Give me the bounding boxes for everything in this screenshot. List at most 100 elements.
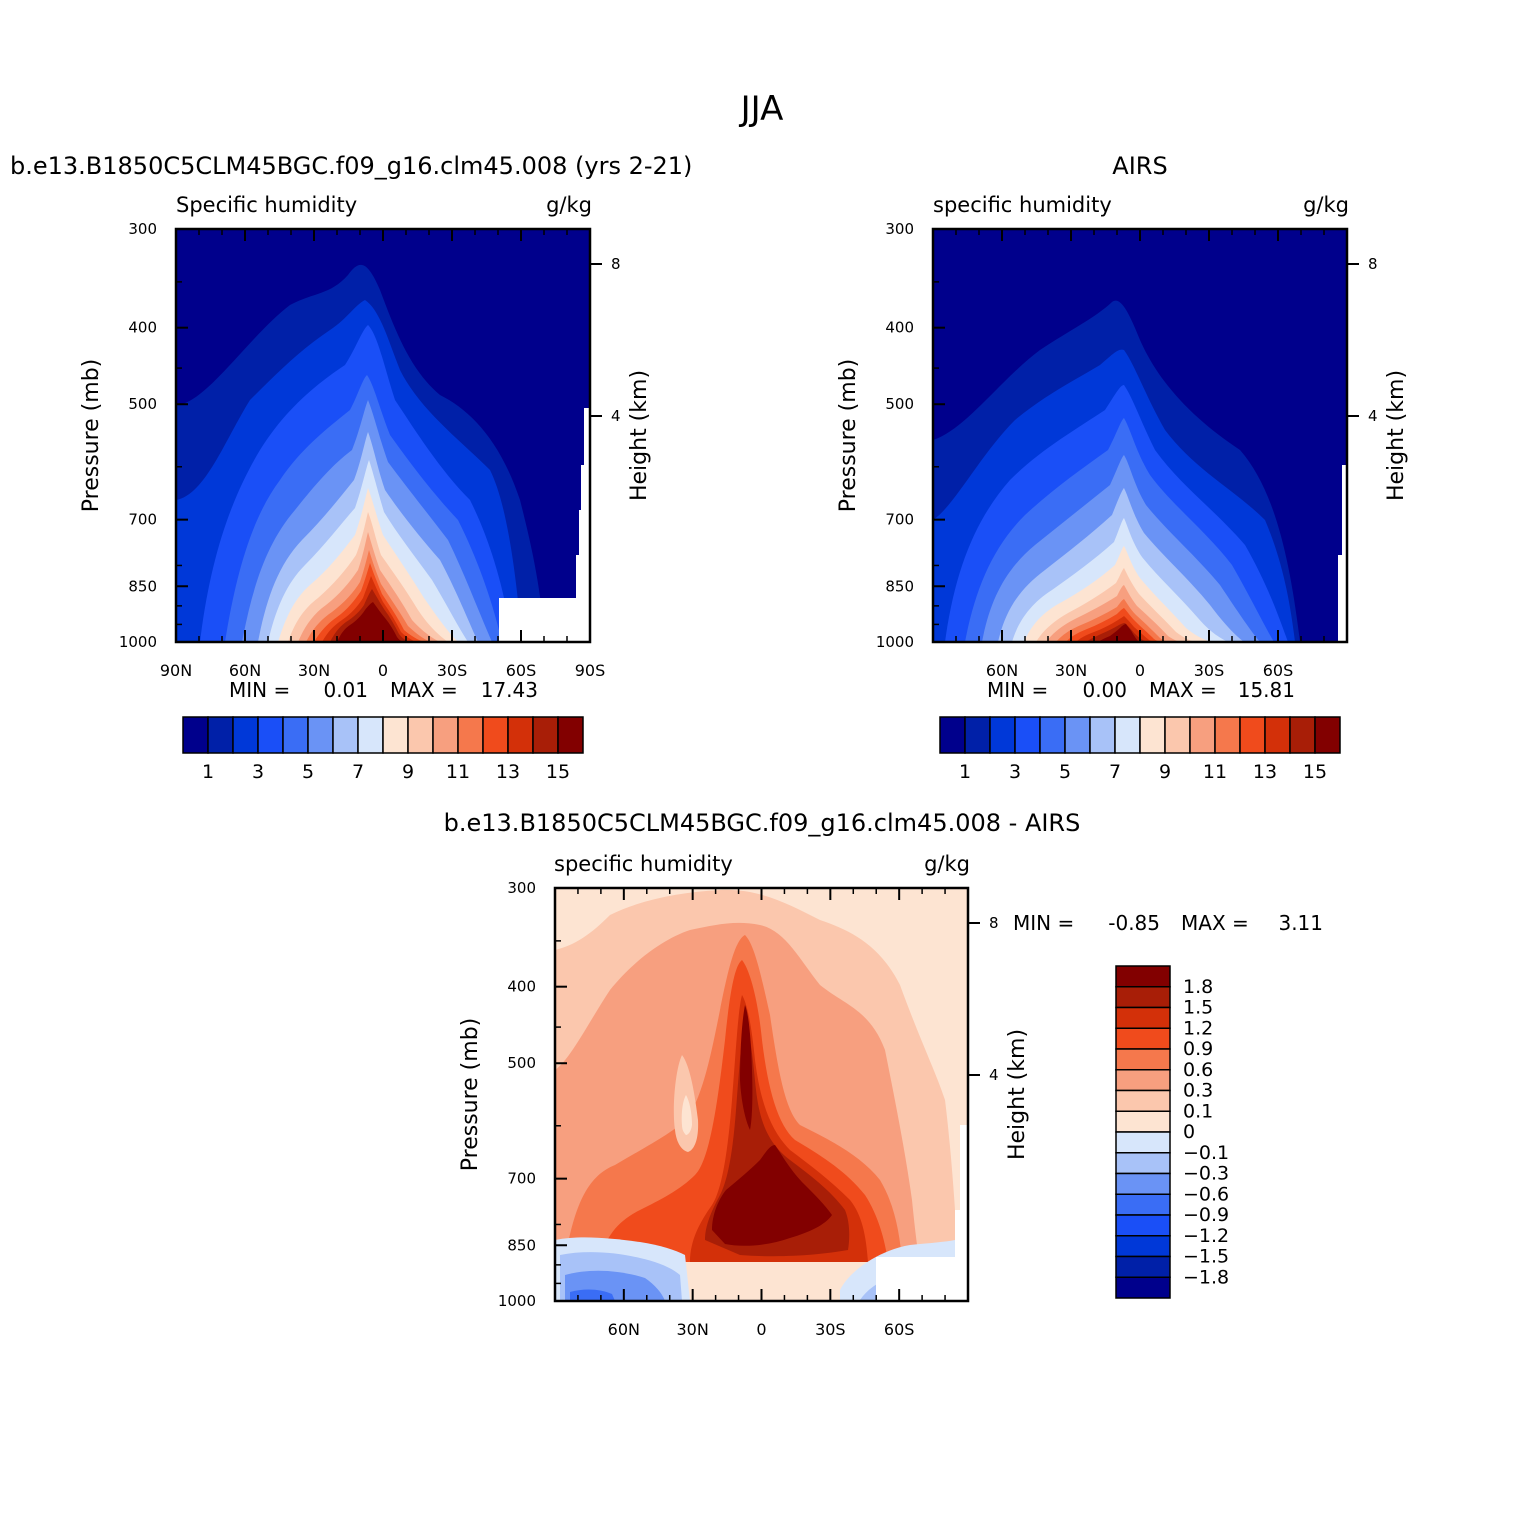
panel-model-contours [176, 229, 590, 642]
panel-model-axes: 300 400 500 700 850 1000 8 4 90N 60N 30N 0 30S 60S 90S… [79, 220, 652, 680]
diff-colorbar-label-7: 0 [1183, 1121, 1195, 1143]
diff-missing-edge [955, 1125, 968, 1300]
x-tick-label-A-2: 30N [298, 661, 330, 680]
y2-tick-label-A-0: 8 [611, 255, 621, 273]
diff-colorbar-box-3 [1115, 1027, 1171, 1050]
diff-colorbar-label-10: −0.6 [1183, 1183, 1229, 1205]
diff-colorbar-box-7 [1115, 1110, 1171, 1133]
diff-colorbar-label-1: 1.5 [1183, 997, 1213, 1019]
diff-colorbar-label-9: −0.3 [1183, 1163, 1229, 1185]
pressure-axis-title-B: Pressure (mb) [836, 359, 861, 513]
y-tick-label-B-1: 400 [885, 319, 914, 337]
panel-model-max-value: 17.43 [481, 678, 538, 702]
diff-colorbar-box-5 [1115, 1069, 1171, 1092]
panel-diff-units: g/kg [924, 852, 970, 876]
colorbar-box-A-5 [307, 716, 334, 754]
y2-tick-label-C-1: 4 [989, 1066, 999, 1084]
panel-model-title: b.e13.B1850C5CLM45BGC.f09_g16.clm45.008 … [10, 152, 692, 180]
x-tick-label-C-3: 30S [815, 1320, 846, 1339]
colorbar-box-A-14 [532, 716, 559, 754]
y2-tick-label-B-0: 8 [1368, 255, 1378, 273]
colorbar-box-A-7 [357, 716, 384, 754]
y-tick-label-B-0: 300 [885, 220, 914, 238]
panel-model-min-value: 0.01 [323, 678, 368, 702]
page-title: JJA [739, 89, 784, 129]
model-missing-region [499, 598, 590, 642]
panel-diff-min-label: MIN = [1013, 911, 1074, 935]
diff-colorbar-box-12 [1115, 1214, 1171, 1237]
panel-diff-max-label: MAX = [1181, 911, 1249, 935]
y-tick-label-B-2: 500 [885, 395, 914, 413]
panel-airs-colorbar: 1 3 5 7 9 11 13 15 [939, 716, 1341, 783]
y-tick-label-B-3: 700 [885, 511, 914, 529]
panel-diff-min-value: -0.85 [1108, 911, 1160, 935]
panel-model-colorbar: 1 3 5 7 9 11 13 15 [182, 716, 584, 783]
diff-colorbar-label-0: 1.8 [1183, 976, 1213, 998]
diff-colorbar-box-4 [1115, 1048, 1171, 1071]
colorbar-box-B-4 [1039, 716, 1066, 754]
model-missing-edge [576, 408, 590, 642]
x-tick-label-A-4: 30S [437, 661, 468, 680]
panel-diff-contours [555, 888, 968, 1301]
diff-colorbar-label-12: −1.2 [1183, 1225, 1229, 1247]
diff-colorbar-box-11 [1115, 1193, 1171, 1216]
colorbar-box-A-3 [257, 716, 284, 754]
y2-tick-label-A-1: 4 [611, 407, 621, 425]
panel-airs-min-label: MIN = [987, 678, 1048, 702]
diff-colorbar-label-8: −0.1 [1183, 1142, 1229, 1164]
panel-airs-min-value: 0.00 [1082, 678, 1127, 702]
x-tick-label-A-3: 0 [378, 661, 388, 680]
colorbar-box-A-4 [282, 716, 309, 754]
diff-colorbar-box-6 [1115, 1089, 1171, 1112]
height-axis-title-B: Height (km) [1384, 370, 1409, 501]
panel-airs-title: AIRS [1112, 152, 1167, 180]
colorbar-box-B-1 [964, 716, 991, 754]
colorbar-label-A-7: 15 [546, 761, 570, 783]
colorbar-label-B-4: 9 [1159, 761, 1171, 783]
colorbar-box-A-12 [482, 716, 509, 754]
colorbar-label-B-3: 7 [1109, 761, 1121, 783]
panel-diff: b.e13.B1850C5CLM45BGC.f09_g16.clm45.008 … [444, 809, 1323, 1339]
panel-airs-units: g/kg [1303, 193, 1349, 217]
colorbar-box-A-10 [432, 716, 459, 754]
colorbar-label-B-2: 5 [1059, 761, 1071, 783]
diff-colorbar-box-2 [1115, 1006, 1171, 1029]
colorbar-box-A-8 [382, 716, 409, 754]
colorbar-box-B-5 [1064, 716, 1091, 754]
y-tick-label-B-5: 1000 [876, 633, 914, 651]
diff-colorbar-label-2: 1.2 [1183, 1017, 1213, 1039]
diff-missing-region [876, 1257, 968, 1301]
diff-level-7b [740, 1005, 753, 1130]
y-tick-label-B-4: 850 [885, 577, 914, 595]
colorbar-label-B-0: 1 [959, 761, 971, 783]
colorbar-label-B-5: 11 [1203, 761, 1227, 783]
y-tick-label-C-2: 500 [507, 1054, 536, 1072]
x-tick-label-C-2: 0 [756, 1320, 766, 1339]
y-tick-label-A-0: 300 [128, 220, 157, 238]
diff-colorbar-box-15 [1115, 1276, 1171, 1299]
panel-airs: AIRS specific humidity g/kg 300400500700… [836, 152, 1409, 783]
diff-colorbar-box-10 [1115, 1172, 1171, 1195]
diff-colorbar-label-6: 0.1 [1183, 1100, 1213, 1122]
colorbar-box-B-9 [1164, 716, 1191, 754]
x-tick-label-C-4: 60S [884, 1320, 915, 1339]
x-tick-label-A-6: 90S [575, 661, 606, 680]
diff-colorbar-box-0 [1115, 965, 1171, 988]
colorbar-box-B-0 [939, 716, 966, 754]
diff-colorbar-box-14 [1115, 1255, 1171, 1278]
colorbar-box-B-15 [1314, 716, 1341, 754]
colorbar-label-B-7: 15 [1303, 761, 1327, 783]
height-axis-title-C: Height (km) [1005, 1029, 1030, 1160]
colorbar-label-A-2: 5 [302, 761, 314, 783]
diff-colorbar-label-3: 0.9 [1183, 1038, 1213, 1060]
y-tick-label-C-4: 850 [507, 1236, 536, 1254]
diff-colorbar-box-8 [1115, 1131, 1171, 1154]
y2-tick-label-B-1: 4 [1368, 407, 1378, 425]
y-tick-label-C-1: 400 [507, 978, 536, 996]
panel-diff-variable: specific humidity [554, 852, 733, 876]
colorbar-box-A-1 [207, 716, 234, 754]
x-tick-label-A-0: 90N [160, 661, 192, 680]
pressure-axis-title-C: Pressure (mb) [458, 1018, 483, 1172]
y2-tick-label-C-0: 8 [989, 914, 999, 932]
airs-level-15 [1098, 624, 1140, 642]
